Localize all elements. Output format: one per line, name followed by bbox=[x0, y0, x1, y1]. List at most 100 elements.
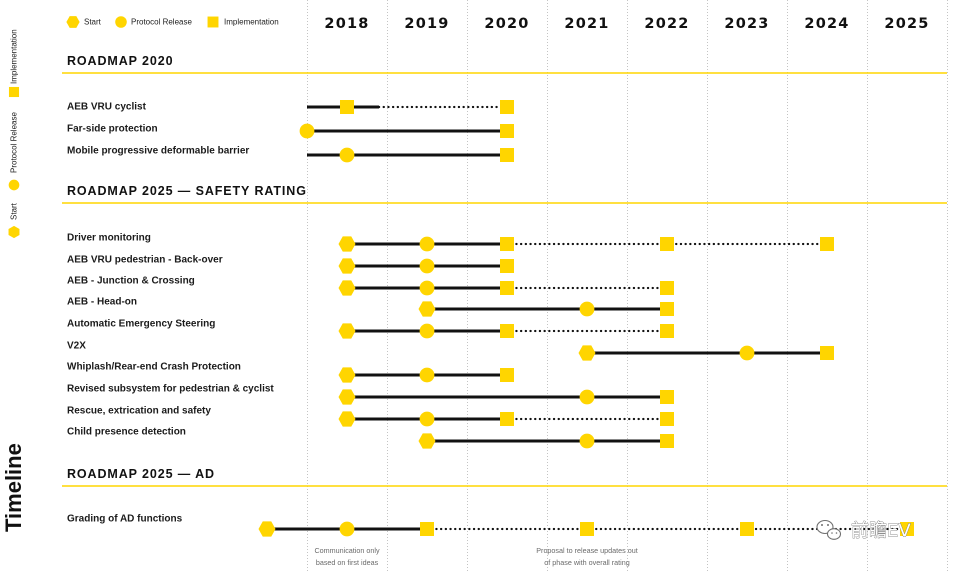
roadmap-row: Rescue, extrication and safety bbox=[67, 406, 674, 427]
start-marker bbox=[338, 389, 356, 405]
side-legend: Start Protocol Release Implementation Timel… bbox=[1, 29, 26, 532]
implementation-marker bbox=[500, 259, 514, 273]
implementation-marker bbox=[420, 522, 434, 536]
implementation-marker bbox=[660, 302, 674, 316]
roadmap-row: Far-side protection bbox=[67, 124, 514, 139]
roadmap-row: Grading of AD functions bbox=[67, 514, 914, 537]
year-header: 2019 bbox=[404, 16, 449, 32]
year-grid bbox=[307, 0, 948, 573]
implementation-marker bbox=[740, 522, 754, 536]
protocol-release-marker bbox=[419, 367, 435, 383]
row-label: Whiplash/Rear-end Crash Protection bbox=[67, 362, 241, 373]
watermark: 前瞻EV bbox=[816, 519, 912, 542]
protocol-release-marker bbox=[739, 345, 755, 361]
row-label: AEB VRU pedestrian - Back-over bbox=[67, 255, 223, 266]
row-label: AEB - Head-on bbox=[67, 297, 137, 308]
roadmap-section: ROADMAP 2025 — AD Grading of AD functions bbox=[62, 467, 947, 537]
row-label: Child presence detection bbox=[67, 427, 186, 438]
side-legend-items: Start Protocol Release Implementation bbox=[8, 29, 20, 239]
implementation-marker bbox=[660, 434, 674, 448]
roadmap-row: Automatic Emergency Steering bbox=[67, 319, 674, 339]
implementation-marker bbox=[580, 522, 594, 536]
implementation-marker bbox=[500, 324, 514, 338]
roadmap-row: AEB VRU pedestrian - Back-over bbox=[67, 255, 514, 274]
wechat-icon bbox=[816, 519, 842, 540]
start-marker bbox=[418, 301, 436, 317]
row-label: Mobile progressive deformable barrier bbox=[67, 146, 249, 157]
row-label: Driver monitoring bbox=[67, 233, 151, 244]
row-label: Far-side protection bbox=[67, 124, 158, 135]
side-legend-label: Start bbox=[10, 202, 19, 220]
protocol-release-marker bbox=[579, 301, 595, 317]
start-marker bbox=[338, 367, 356, 383]
protocol-release-marker bbox=[419, 236, 435, 252]
start-marker bbox=[258, 521, 276, 537]
year-header: 2022 bbox=[644, 16, 689, 32]
legend-item: Implementation bbox=[207, 16, 279, 28]
row-label: Rescue, extrication and safety bbox=[67, 406, 211, 417]
implementation-marker bbox=[500, 237, 514, 251]
legend-label: Implementation bbox=[224, 18, 279, 27]
protocol-release-marker bbox=[299, 123, 315, 139]
protocol-release-marker bbox=[339, 147, 355, 163]
implementation-marker bbox=[820, 237, 834, 251]
implementation-marker bbox=[500, 412, 514, 426]
implementation-marker bbox=[660, 324, 674, 338]
roadmap-row: AEB VRU cyclist bbox=[67, 100, 514, 114]
legend-label: Start bbox=[84, 18, 102, 27]
start-marker bbox=[418, 433, 436, 449]
implementation-marker bbox=[340, 100, 354, 114]
legend-protocol-release-icon bbox=[115, 16, 127, 28]
row-label: Revised subsystem for pedestrian & cycli… bbox=[67, 384, 274, 395]
side-legend-implementation-icon bbox=[8, 86, 20, 98]
row-label: AEB VRU cyclist bbox=[67, 102, 147, 113]
side-legend-protocol-release-icon bbox=[8, 179, 20, 191]
protocol-release-marker bbox=[419, 411, 435, 427]
annotation-note: Communication only based on first ideas bbox=[314, 546, 380, 567]
row-label: Automatic Emergency Steering bbox=[67, 319, 215, 330]
section-title: ROADMAP 2020 bbox=[67, 54, 173, 68]
legend-start-icon bbox=[66, 16, 80, 28]
timeline-title: Timeline bbox=[1, 443, 26, 532]
implementation-marker bbox=[500, 100, 514, 114]
roadmap-row: Child presence detection bbox=[67, 427, 674, 449]
roadmap-row: Mobile progressive deformable barrier bbox=[67, 146, 514, 163]
year-header: 2021 bbox=[564, 16, 609, 32]
watermark-text: 前瞻EV bbox=[851, 521, 911, 542]
row-label: V2X bbox=[67, 341, 86, 352]
year-header: 2018 bbox=[324, 16, 369, 32]
year-header: 2024 bbox=[804, 16, 849, 32]
start-marker bbox=[338, 258, 356, 274]
year-header: 2023 bbox=[724, 16, 769, 32]
start-marker bbox=[338, 280, 356, 296]
roadmap-row: AEB - Head-on bbox=[67, 297, 674, 317]
protocol-release-marker bbox=[339, 521, 355, 537]
year-header: 2025 bbox=[884, 16, 929, 32]
note-line: based on first ideas bbox=[316, 558, 379, 567]
legend-label: Protocol Release bbox=[131, 18, 192, 27]
annotation-note: Proposal to release updates out of phase … bbox=[536, 546, 638, 567]
legend: Start Protocol Release Implementation bbox=[66, 16, 279, 28]
start-marker bbox=[338, 323, 356, 339]
implementation-marker bbox=[900, 522, 914, 536]
note-line: Communication only bbox=[314, 546, 380, 555]
start-marker bbox=[578, 345, 596, 361]
implementation-marker bbox=[500, 148, 514, 162]
roadmap-row: Revised subsystem for pedestrian & cycli… bbox=[67, 384, 674, 405]
implementation-marker bbox=[500, 368, 514, 382]
protocol-release-marker bbox=[419, 280, 435, 296]
legend-item: Start bbox=[66, 16, 102, 28]
roadmap-row: V2X bbox=[67, 341, 834, 361]
roadmap-section: ROADMAP 2020 AEB VRU cyclist Far-side prot… bbox=[62, 54, 947, 163]
section-title: ROADMAP 2025 — AD bbox=[67, 467, 215, 481]
year-header-row: 2018 2019 2020 2021 2022 2023 2024 2025 bbox=[324, 16, 929, 32]
implementation-marker bbox=[660, 390, 674, 404]
row-label: AEB - Junction & Crossing bbox=[67, 276, 195, 287]
side-legend-start-icon bbox=[8, 225, 20, 239]
implementation-marker bbox=[660, 412, 674, 426]
implementation-marker bbox=[660, 237, 674, 251]
start-marker bbox=[338, 236, 356, 252]
implementation-marker bbox=[500, 281, 514, 295]
